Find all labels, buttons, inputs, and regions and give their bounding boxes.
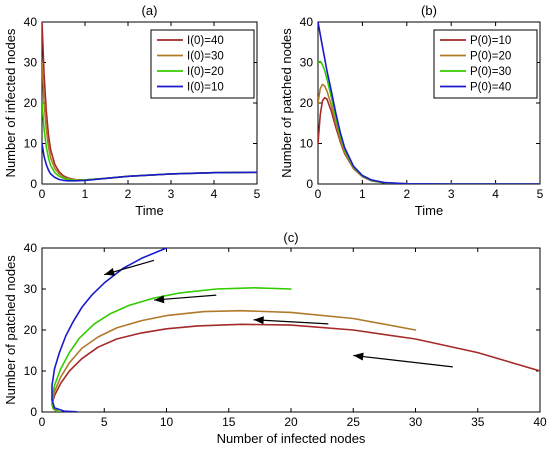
y-tick-label: 10	[24, 364, 38, 378]
series-line-4	[42, 142, 257, 182]
y-tick-label: 0	[306, 177, 313, 191]
series-group	[51, 248, 540, 412]
legend-label: P(0)=10	[470, 35, 511, 47]
series-line-3	[42, 102, 257, 182]
y-axis-label: Number of infected nodes	[3, 28, 18, 177]
y-tick-label: 30	[24, 56, 38, 70]
series-line-4	[51, 248, 168, 412]
legend-label: I(0)=30	[187, 51, 224, 63]
panel-c: 0 5 10 15 20 25 30 35 40 0 10 20 30 40 (c) Number of in…	[3, 230, 547, 446]
legend: I(0)=40 I(0)=30 I(0)=20 I(0)=10	[150, 29, 255, 99]
y-tick-label: 0	[30, 405, 37, 419]
x-tick-label: 20	[284, 415, 298, 429]
y-axis-label: Number of patched nodes	[279, 28, 294, 178]
panel-a: 0 1 2 3 4 5 0 10 20 30 40 (a) Time Number of infected…	[3, 3, 261, 218]
x-axis-label: Number of infected nodes	[217, 431, 366, 446]
y-tick-label: 20	[24, 323, 38, 337]
y-tick-label: 30	[300, 56, 314, 70]
y-tick-label: 40	[300, 15, 314, 29]
direction-arrow	[154, 294, 217, 301]
y-tick-label: 10	[24, 137, 38, 151]
x-tick-label: 5	[101, 415, 108, 429]
x-tick-label: 2	[125, 187, 132, 201]
y-axis-label: Number of patched nodes	[3, 255, 18, 405]
x-axis-label: Time	[135, 203, 163, 218]
x-axis-label: Time	[415, 203, 443, 218]
y-tick-label: 20	[300, 96, 314, 110]
direction-arrow	[253, 319, 329, 325]
series-line-3	[51, 287, 292, 412]
direction-arrow	[353, 354, 453, 368]
series-line-1	[51, 323, 540, 412]
series-group	[318, 22, 540, 184]
x-tick-label: 5	[254, 187, 261, 201]
arrow-head	[154, 295, 165, 304]
x-tick-label: 30	[409, 415, 423, 429]
x-tick-label: 10	[160, 415, 174, 429]
series-line-2	[51, 309, 417, 412]
arrow-head	[353, 352, 364, 361]
panel-title: (c)	[283, 230, 298, 245]
x-tick-label: 15	[222, 415, 236, 429]
x-tick-label: 25	[347, 415, 361, 429]
y-tick-label: 0	[30, 177, 37, 191]
y-tick-label: 20	[24, 96, 38, 110]
panel-title: (a)	[142, 3, 158, 18]
y-tick-label: 40	[24, 241, 38, 255]
x-tick-label: 1	[82, 187, 89, 201]
legend-label: P(0)=40	[470, 82, 511, 94]
legend-label: P(0)=20	[470, 51, 511, 63]
legend-label: I(0)=40	[187, 35, 224, 47]
panel-title: (b)	[421, 3, 437, 18]
x-tick-label: 40	[533, 415, 547, 429]
x-tick-label: 4	[211, 187, 218, 201]
series-line-4	[318, 22, 540, 184]
x-tick-label: 0	[315, 187, 322, 201]
x-tick-label: 3	[168, 187, 175, 201]
series-line-1	[318, 96, 540, 184]
x-tick-label: 4	[492, 187, 499, 201]
x-tick-label: 3	[448, 187, 455, 201]
y-tick-label: 30	[24, 282, 38, 296]
y-tick-label: 10	[300, 137, 314, 151]
panel-b: 0 1 2 3 4 5 0 10 20 30 40 (b) Time Number of patched …	[279, 3, 544, 218]
legend-label: I(0)=20	[187, 66, 224, 78]
x-tick-label: 1	[359, 187, 366, 201]
series-line-2	[318, 83, 540, 184]
arrow-head	[253, 316, 264, 325]
x-tick-label: 5	[537, 187, 544, 201]
y-tick-label: 40	[24, 15, 38, 29]
series-group	[42, 22, 257, 182]
x-tick-label: 0	[39, 415, 46, 429]
x-tick-label: 35	[471, 415, 485, 429]
arrow-head	[104, 268, 115, 276]
legend: P(0)=10 P(0)=20 P(0)=30 P(0)=40	[433, 29, 538, 99]
legend-label: I(0)=10	[187, 82, 224, 94]
legend-label: P(0)=30	[470, 66, 511, 78]
x-tick-label: 0	[39, 187, 46, 201]
x-tick-label: 2	[403, 187, 410, 201]
